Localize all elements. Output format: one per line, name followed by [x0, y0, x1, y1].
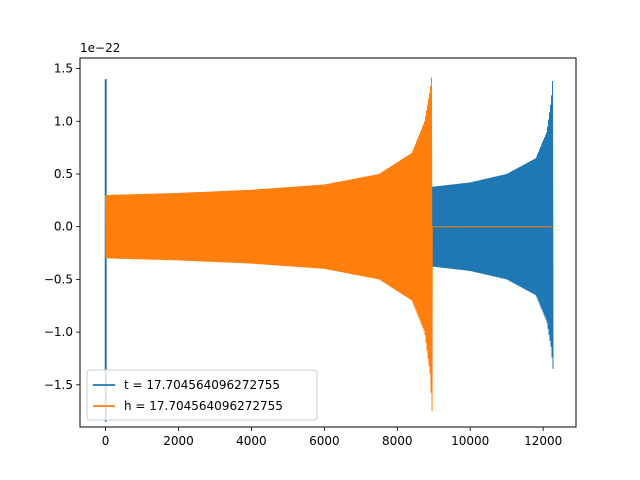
x-tick-label: 6000: [309, 434, 340, 448]
series-h-line: [105, 77, 554, 412]
legend-box: [86, 369, 318, 421]
x-tick-label: 8000: [382, 434, 413, 448]
y-tick-label: 0.5: [54, 167, 73, 181]
x-tick-label: 12000: [524, 434, 562, 448]
y-tick-label: −1.5: [44, 378, 73, 392]
x-tick-label: 10000: [451, 434, 489, 448]
y-tick-label: 1.5: [54, 62, 73, 76]
series-layer: [104, 77, 554, 422]
y-tick-label: −0.5: [44, 272, 73, 286]
x-tick-label: 4000: [236, 434, 267, 448]
x-tick-label: 0: [102, 434, 110, 448]
axes-frame: [79, 57, 577, 428]
legend-label: t = 17.704564096272755: [124, 378, 280, 392]
y-axis: −1.5 −1.0 −0.5 0.0 0.5 1.0 1.5: [44, 62, 80, 392]
legend: t = 17.704564096272755 h = 17.70456409627…: [86, 369, 318, 421]
y-tick-label: 0.0: [54, 220, 73, 234]
x-axis: 0 2000 4000 6000 8000 10000 12000: [102, 427, 562, 448]
y-offset-text: 1e−22: [80, 41, 120, 55]
y-tick-label: −1.0: [44, 325, 73, 339]
y-tick-label: 1.0: [54, 114, 73, 128]
x-tick-label: 2000: [163, 434, 194, 448]
legend-label: h = 17.704564096272755: [124, 399, 283, 413]
